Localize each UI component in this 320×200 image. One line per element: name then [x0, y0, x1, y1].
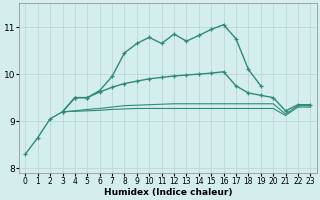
- X-axis label: Humidex (Indice chaleur): Humidex (Indice chaleur): [104, 188, 232, 197]
